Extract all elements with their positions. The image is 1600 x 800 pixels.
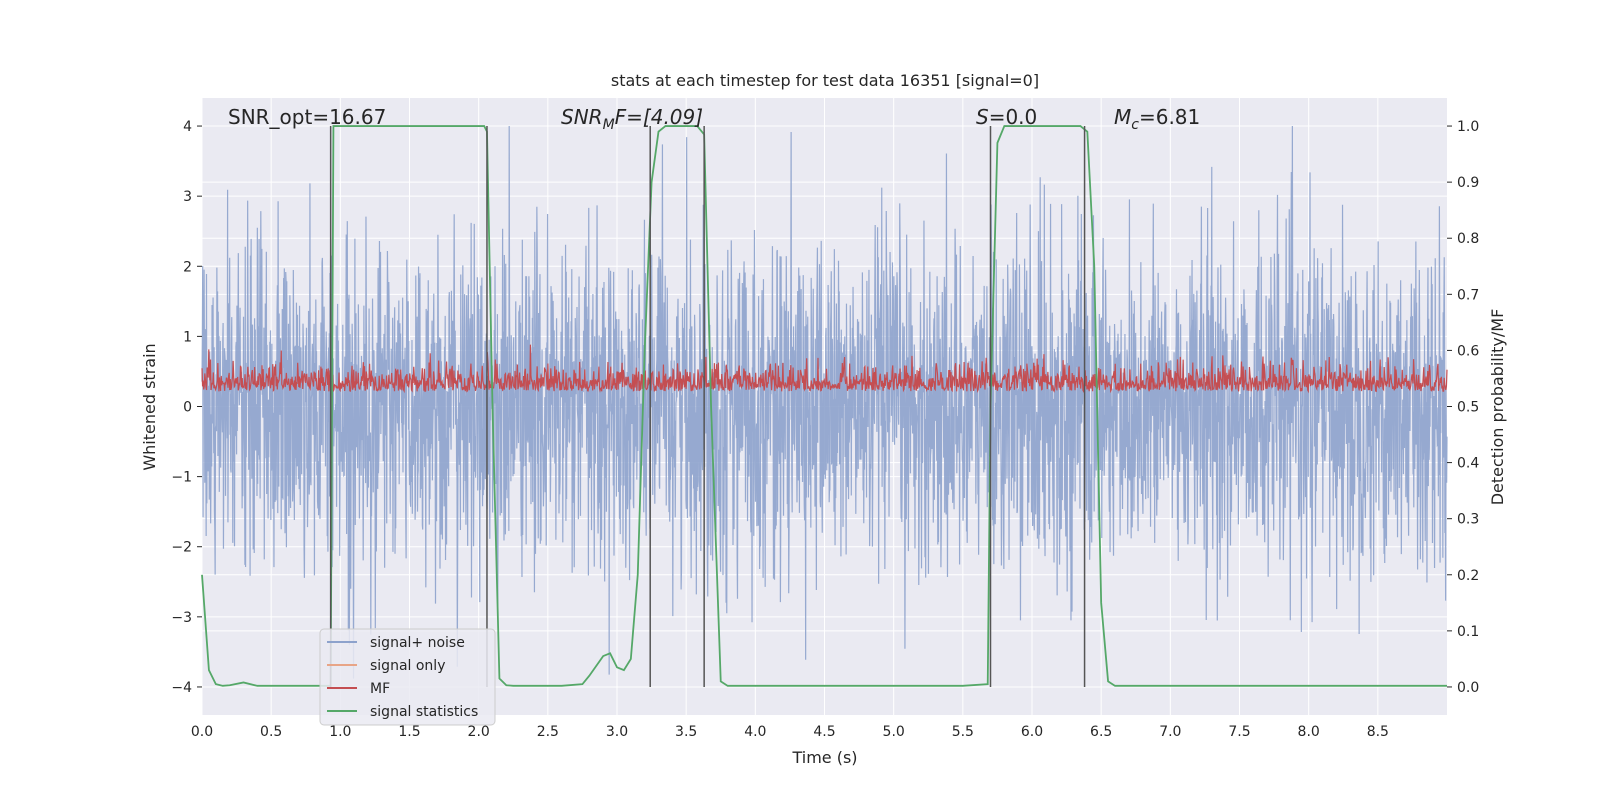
legend-label-signal-statistics: signal statistics xyxy=(370,704,478,720)
legend: signal+ noise signal only MF signal stat… xyxy=(319,628,496,726)
legend-label-mf: MF xyxy=(370,681,390,697)
x-tick-label-17: 8.5 xyxy=(1367,724,1389,740)
y2-tick-label-0: 0.0 xyxy=(1457,680,1479,696)
vertical-markers xyxy=(329,126,1086,687)
annotation-mc-main: M xyxy=(1114,105,1131,129)
axes: 0.0 0.5 1.0 1.5 2.0 2.5 3.0 3.5 4.0 4.5 5.0 5.5 6.0 6… xyxy=(171,119,1479,740)
series-mf xyxy=(201,344,1448,394)
y-tick-label-4: 0 xyxy=(183,400,192,416)
x-axis-label: Time (s) xyxy=(791,748,857,767)
annotation-snr-mf: SNRMF=[4.09] xyxy=(561,105,703,133)
annotation-snr-mf-main: SNR xyxy=(561,105,603,129)
y2-tick-label-8: 0.8 xyxy=(1457,231,1479,247)
x-tick-label-13: 6.5 xyxy=(1090,724,1112,740)
x-tick-label-2: 1.0 xyxy=(329,724,351,740)
annotation-snr-opt: SNR_opt=16.67 xyxy=(228,105,386,129)
x-tick-label-11: 5.5 xyxy=(952,724,974,740)
x-tick-label-3: 1.5 xyxy=(398,724,420,740)
chart-title: stats at each timestep for test data 163… xyxy=(611,71,1039,90)
x-tick-label-10: 5.0 xyxy=(883,724,905,740)
y2-tick-label-2: 0.2 xyxy=(1457,568,1479,584)
x-tick-label-9: 4.5 xyxy=(813,724,835,740)
annotation-s-main: S xyxy=(976,105,989,129)
legend-label-signal-noise: signal+ noise xyxy=(370,635,465,651)
x-tick-label-12: 6.0 xyxy=(1021,724,1043,740)
y2-tick-label-10: 1.0 xyxy=(1457,119,1479,135)
y2-tick-label-4: 0.4 xyxy=(1457,456,1479,472)
y-tick-label-0: −4 xyxy=(171,680,192,696)
x-tick-label-4: 2.0 xyxy=(468,724,490,740)
y-axis-label: Whitened strain xyxy=(140,343,159,470)
x-tick-label-15: 7.5 xyxy=(1228,724,1250,740)
legend-label-signal-only: signal only xyxy=(370,658,445,674)
x-tick-label-0: 0.0 xyxy=(191,724,213,740)
x-tick-label-1: 0.5 xyxy=(260,724,282,740)
y2-axis-label: Detection probability/MF xyxy=(1488,309,1507,506)
y2-tick-label-1: 0.1 xyxy=(1457,624,1479,640)
x-tick-label-7: 3.5 xyxy=(675,724,697,740)
annotation-s-rest: =0.0 xyxy=(989,105,1038,129)
annotation-snr-mf-rest: F=[4.09] xyxy=(615,105,703,129)
y2-tick-label-3: 0.3 xyxy=(1457,512,1479,528)
x-tick-label-6: 3.0 xyxy=(606,724,628,740)
x-tick-label-5: 2.5 xyxy=(537,724,559,740)
y-tick-label-7: 3 xyxy=(183,189,192,205)
y2-tick-label-7: 0.7 xyxy=(1457,287,1479,303)
y2-tick-label-6: 0.6 xyxy=(1457,343,1479,359)
y-tick-label-2: −2 xyxy=(171,540,192,556)
y-tick-label-3: −1 xyxy=(171,470,192,486)
y-tick-label-6: 2 xyxy=(183,259,192,275)
annotation-mc-rest: =6.81 xyxy=(1139,105,1200,129)
legend-box xyxy=(319,628,496,726)
annotation-mc: Mc=6.81 xyxy=(1114,105,1200,133)
x-tick-label-14: 7.0 xyxy=(1159,724,1181,740)
x-tick-label-16: 8.0 xyxy=(1298,724,1320,740)
x-tick-label-8: 4.0 xyxy=(744,724,766,740)
annotation-mc-sub: c xyxy=(1131,117,1139,133)
y-tick-label-8: 4 xyxy=(183,119,192,135)
annotation-snr-mf-sub: M xyxy=(603,117,615,133)
annotation-s: S=0.0 xyxy=(976,105,1037,129)
y2-tick-label-5: 0.5 xyxy=(1457,400,1479,416)
series-signal-noise xyxy=(201,126,1448,679)
y2-tick-label-9: 0.9 xyxy=(1457,175,1479,191)
y-tick-label-5: 1 xyxy=(183,329,192,345)
y-tick-label-1: −3 xyxy=(171,610,192,626)
